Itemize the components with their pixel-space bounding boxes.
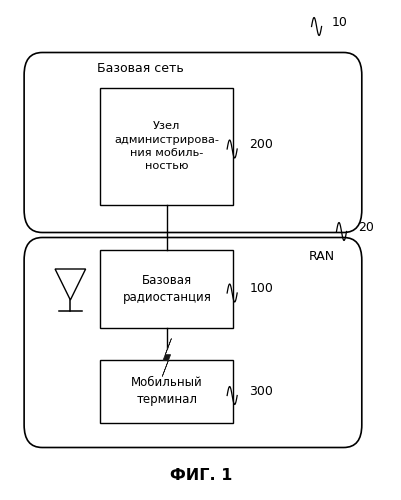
Text: 300: 300 <box>249 385 272 398</box>
Text: 20: 20 <box>358 221 373 234</box>
Text: Базовая сеть: Базовая сеть <box>97 62 184 76</box>
Text: RAN: RAN <box>308 250 334 263</box>
Text: Узел
администрирова-
ния мобиль-
ностью: Узел администрирова- ния мобиль- ностью <box>114 122 219 171</box>
Text: 10: 10 <box>331 16 346 29</box>
Text: Мобильный
терминал: Мобильный терминал <box>131 376 202 406</box>
Text: 200: 200 <box>249 138 272 151</box>
FancyBboxPatch shape <box>24 238 361 448</box>
Text: Базовая
радиостанция: Базовая радиостанция <box>122 274 211 304</box>
Polygon shape <box>162 338 171 376</box>
Bar <box>100 88 233 205</box>
FancyBboxPatch shape <box>24 52 361 233</box>
Bar <box>100 250 233 328</box>
Bar <box>100 360 233 422</box>
Text: ФИГ. 1: ФИГ. 1 <box>169 468 232 482</box>
Text: 100: 100 <box>249 282 272 296</box>
Polygon shape <box>55 269 85 300</box>
